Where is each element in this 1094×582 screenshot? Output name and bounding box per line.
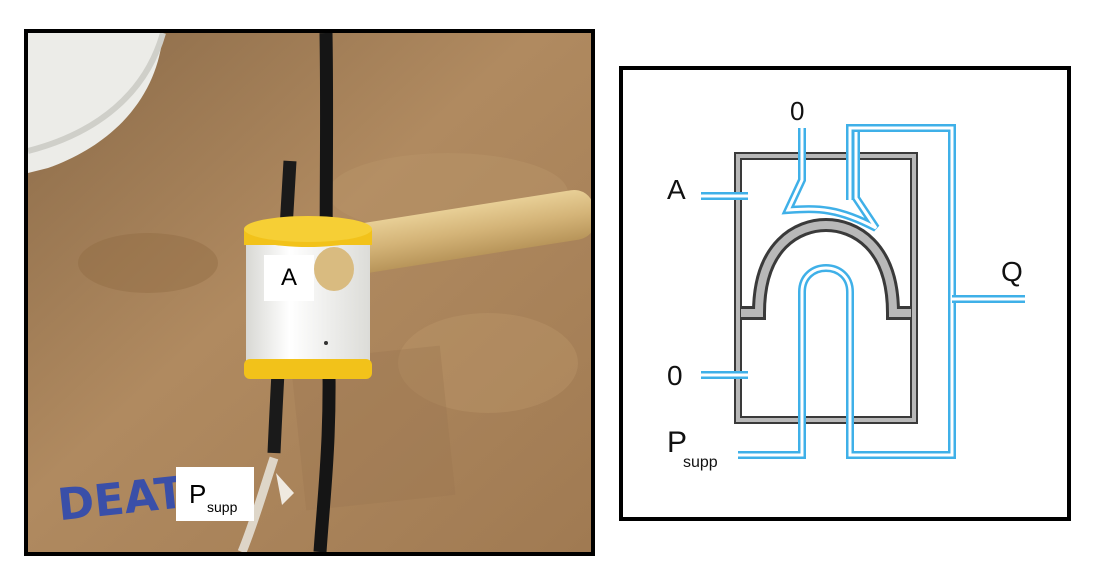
flow-channels [701,124,1025,459]
photo-illustration: DEATH [28,33,591,552]
port-label-a: A [667,174,686,205]
port-label-psupp: P [667,426,688,459]
label-a: A [264,255,314,301]
label-psupp-sub: supp [207,499,238,515]
beige-tube [326,189,591,276]
label-psupp-main: P [189,479,207,509]
channel-q [738,124,956,459]
port-label-q: Q [1001,256,1023,287]
valve-schematic [701,124,1025,459]
port-label-psupp-sub: supp [683,454,718,471]
port-label-0-top: 0 [790,96,805,126]
schematic-panel: 0 A Q 0 P supp [619,66,1071,521]
photo-panel: DEATH A P supp [24,29,595,556]
collar-bottom [244,359,372,379]
port-label-0-bottom: 0 [667,360,683,391]
label-psupp: P supp [176,467,254,521]
clear-tubing [237,456,279,552]
valve-body [246,231,370,379]
